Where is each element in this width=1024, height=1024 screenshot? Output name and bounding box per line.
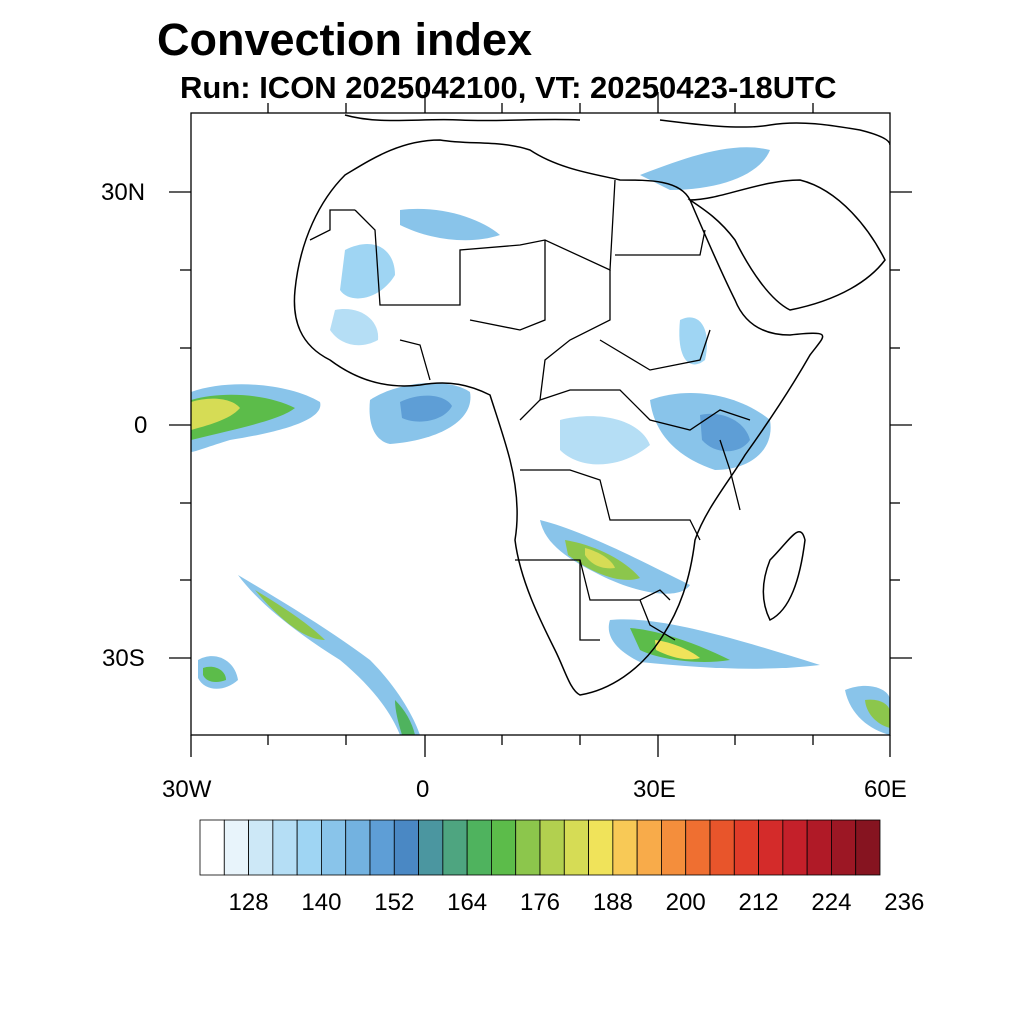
colorbar-swatch	[369, 819, 395, 876]
colorbar-tick-label: 128	[228, 889, 269, 916]
lon-label-60e: 60E	[864, 776, 907, 803]
map-subtitle: Run: ICON 2025042100, VT: 20250423-18UTC	[180, 70, 837, 105]
colorbar	[199, 819, 881, 876]
country-borders	[309, 179, 751, 641]
colorbar-swatch	[709, 819, 735, 876]
colorbar-swatch	[685, 819, 711, 876]
colorbar-tick-label: 176	[519, 889, 561, 916]
colorbar-swatch	[442, 819, 468, 876]
colorbar-swatch	[855, 819, 881, 876]
colorbar-swatch	[248, 819, 274, 876]
lon-label-30w: 30W	[162, 776, 212, 803]
colorbar-swatch	[321, 819, 347, 876]
colorbar-swatch	[661, 819, 687, 876]
colorbar-swatch	[782, 819, 808, 876]
colorbar-swatch	[758, 819, 784, 876]
colorbar-swatch	[272, 819, 298, 876]
colorbar-tick-label: 200	[665, 889, 706, 916]
map-frame	[190, 112, 891, 736]
convection-field	[191, 147, 890, 735]
colorbar-swatch	[199, 819, 225, 876]
colorbar-tick-label: 212	[738, 889, 779, 916]
colorbar-tick-label: 188	[592, 889, 633, 916]
colorbar-swatch	[612, 819, 638, 876]
lon-label-0: 0	[416, 776, 430, 803]
lat-label-30s: 30S	[102, 645, 145, 672]
colorbar-swatch	[588, 819, 614, 876]
axis-ticks	[169, 92, 912, 757]
colorbar-swatch	[466, 819, 492, 876]
colorbar-swatch	[831, 819, 857, 876]
coastlines	[293, 114, 890, 696]
colorbar-swatch	[515, 819, 541, 876]
lon-label-30e: 30E	[633, 776, 676, 803]
colorbar-swatch	[491, 819, 517, 876]
colorbar-tick-label: 152	[374, 889, 415, 916]
colorbar-swatch	[563, 819, 589, 876]
colorbar-tick-label: 164	[447, 889, 488, 916]
colorbar-swatch	[636, 819, 662, 876]
map-title: Convection index	[157, 14, 533, 65]
colorbar-tick-label: 236	[884, 889, 925, 916]
colorbar-swatch	[223, 819, 249, 876]
colorbar-swatch	[539, 819, 565, 876]
colorbar-swatch	[418, 819, 444, 876]
colorbar-swatch	[733, 819, 759, 876]
lat-label-30n: 30N	[101, 179, 146, 206]
lat-label-0: 0	[134, 412, 148, 439]
colorbar-swatch	[806, 819, 832, 876]
colorbar-swatch	[393, 819, 419, 876]
colorbar-swatch	[296, 819, 322, 876]
colorbar-tick-label: 140	[301, 889, 342, 916]
colorbar-swatch	[345, 819, 371, 876]
colorbar-tick-label: 224	[811, 889, 852, 916]
